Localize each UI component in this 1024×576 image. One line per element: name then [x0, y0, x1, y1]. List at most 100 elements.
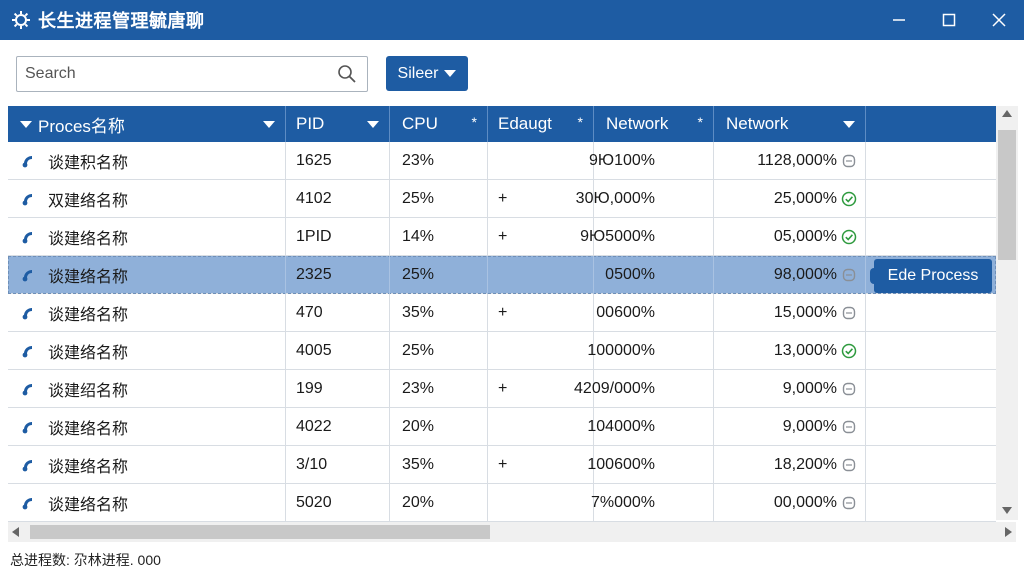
process-name: 谈建络名称: [48, 459, 129, 476]
check-circle-icon: [841, 191, 857, 207]
cell-budget: +: [488, 218, 594, 256]
column-header-cpu[interactable]: CPU *: [390, 106, 488, 142]
window-title: 长生进程管理毓唐聊: [38, 11, 205, 31]
process-icon: [22, 156, 32, 168]
app-gear-icon: [10, 9, 32, 31]
cell-network-2: 05,000%: [714, 218, 866, 256]
cell-actions: [866, 180, 996, 218]
column-header-budget[interactable]: Edaugt *: [488, 106, 594, 142]
table-row[interactable]: 谈建络名称 5020 20% 7%000% 00,000%: [8, 484, 996, 522]
filter-button[interactable]: Sileer: [386, 56, 468, 91]
close-button[interactable]: [974, 0, 1024, 40]
sort-desc-icon: [20, 120, 32, 128]
minimize-icon: [893, 19, 905, 21]
horizontal-scrollbar[interactable]: [8, 522, 1016, 542]
cell-network-2: 15,000%: [714, 294, 866, 332]
cell-pid: 1625: [286, 142, 390, 180]
vertical-scrollbar[interactable]: [996, 106, 1018, 520]
scroll-right-icon[interactable]: [1005, 527, 1012, 537]
cell-network-1: 100000%: [587, 332, 714, 370]
cell-actions: [866, 218, 996, 256]
process-icon: [22, 308, 32, 320]
table-row-selected[interactable]: 谈建络名称 2325 25% 0500% 98,000%: [8, 256, 996, 294]
cell-actions: [866, 142, 996, 180]
check-circle-icon: [841, 229, 857, 245]
column-header-network-2[interactable]: Network: [714, 106, 866, 142]
window-controls: [874, 0, 1024, 40]
end-process-label: Ede Process: [887, 267, 979, 284]
cell-actions: [866, 408, 996, 446]
cell-pid: 5020: [286, 484, 390, 522]
cell-network-1: 104000%: [587, 408, 714, 446]
search-input[interactable]: [25, 59, 335, 89]
scroll-up-icon[interactable]: [1002, 110, 1012, 117]
column-header-network-1[interactable]: Network *: [594, 106, 714, 142]
horizontal-scroll-thumb[interactable]: [30, 525, 490, 539]
cell-name: 谈建绍名称: [8, 370, 286, 408]
chevron-down-icon: [843, 121, 855, 128]
status-neutral-icon: [842, 268, 856, 282]
status-text: 总进程数: 尕林进程. 000: [10, 552, 161, 568]
table-row[interactable]: 谈建络名称 4005 25% 100000% 13,000%: [8, 332, 996, 370]
cell-actions: [866, 446, 996, 484]
cell-cpu: 25%: [390, 256, 488, 294]
table-header: Proces名称 PID CPU * Edaugt * Network * Ne…: [8, 106, 996, 142]
cell-network-1: 7%000%: [591, 484, 714, 522]
cell-network-1: 100600%: [587, 446, 714, 484]
cell-name: 谈建络名称: [8, 484, 286, 522]
cell-cpu: 23%: [390, 370, 488, 408]
cell-name: 双建络名称: [8, 180, 286, 218]
cell-network-1: 9Ю100%: [589, 142, 714, 180]
asterisk-icon: *: [577, 114, 583, 130]
table-row[interactable]: 双建络名称 4102 25% +30Ю,000% 25,000%: [8, 180, 996, 218]
cell-actions: [866, 370, 996, 408]
process-name: 双建络名称: [48, 193, 129, 210]
cell-cpu: 14%: [390, 218, 488, 256]
chevron-down-icon: [444, 70, 457, 77]
maximize-button[interactable]: [924, 0, 974, 40]
cell-cpu: 20%: [390, 408, 488, 446]
cell-cpu: 25%: [390, 180, 488, 218]
scroll-left-icon[interactable]: [12, 527, 19, 537]
cell-cpu: 35%: [390, 446, 488, 484]
cell-network-1: 00600%: [594, 294, 714, 332]
asterisk-icon: *: [471, 114, 477, 130]
cell-pid: 2325: [286, 256, 390, 294]
table-row[interactable]: 谈建络名称 1PID 14% +9Ю5000% 05,000%: [8, 218, 996, 256]
minimize-button[interactable]: [874, 0, 924, 40]
process-name: 谈建络名称: [48, 231, 129, 248]
status-neutral-icon: [842, 154, 856, 168]
table-row[interactable]: 谈建络名称 4022 20% 104000% 9,000%: [8, 408, 996, 446]
table-row[interactable]: 谈建绍名称 199 23% +4209/000% 9,000%: [8, 370, 996, 408]
cell-cpu: 20%: [390, 484, 488, 522]
column-header-pid[interactable]: PID: [286, 106, 390, 142]
table-row[interactable]: 谈建积名称 1625 23% 9Ю100% 1128,000%: [8, 142, 996, 180]
status-neutral-icon: [842, 420, 856, 434]
vertical-scroll-thumb[interactable]: [998, 130, 1016, 260]
cell-budget: [488, 408, 594, 446]
table-row[interactable]: 谈建络名称 470 35% +00600% 15,000%: [8, 294, 996, 332]
chevron-down-icon: [367, 121, 379, 128]
table-row[interactable]: 谈建络名称 3/10 35% +100600% 18,200%: [8, 446, 996, 484]
process-icon: [22, 346, 32, 358]
column-header-name[interactable]: Proces名称: [8, 106, 286, 142]
process-icon: [22, 232, 32, 244]
process-name: 谈建络名称: [48, 345, 129, 362]
cell-network-1: 0500%: [594, 256, 714, 294]
process-name: 谈建络名称: [48, 269, 129, 286]
title-bar: 长生进程管理毓唐聊: [0, 0, 1024, 40]
scroll-down-icon[interactable]: [1002, 507, 1012, 514]
cell-network-1: 4209/000%: [574, 370, 714, 408]
filter-button-label: Sileer: [397, 64, 439, 82]
cell-network-2: 13,000%: [714, 332, 866, 370]
cell-budget: [488, 332, 594, 370]
search-icon[interactable]: [337, 64, 357, 84]
cell-name: 谈建络名称: [8, 408, 286, 446]
end-process-button[interactable]: Ede Process: [874, 259, 992, 293]
cell-budget: +: [488, 446, 594, 484]
process-table: Proces名称 PID CPU * Edaugt * Network * Ne…: [8, 106, 996, 540]
process-name: 谈建络名称: [48, 307, 129, 324]
cell-pid: 1PID: [286, 218, 390, 256]
status-neutral-icon: [842, 496, 856, 510]
cell-cpu: 25%: [390, 332, 488, 370]
